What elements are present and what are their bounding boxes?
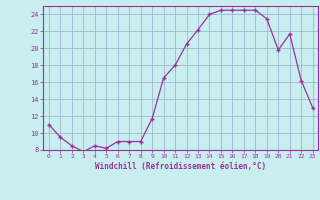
X-axis label: Windchill (Refroidissement éolien,°C): Windchill (Refroidissement éolien,°C) (95, 162, 266, 171)
